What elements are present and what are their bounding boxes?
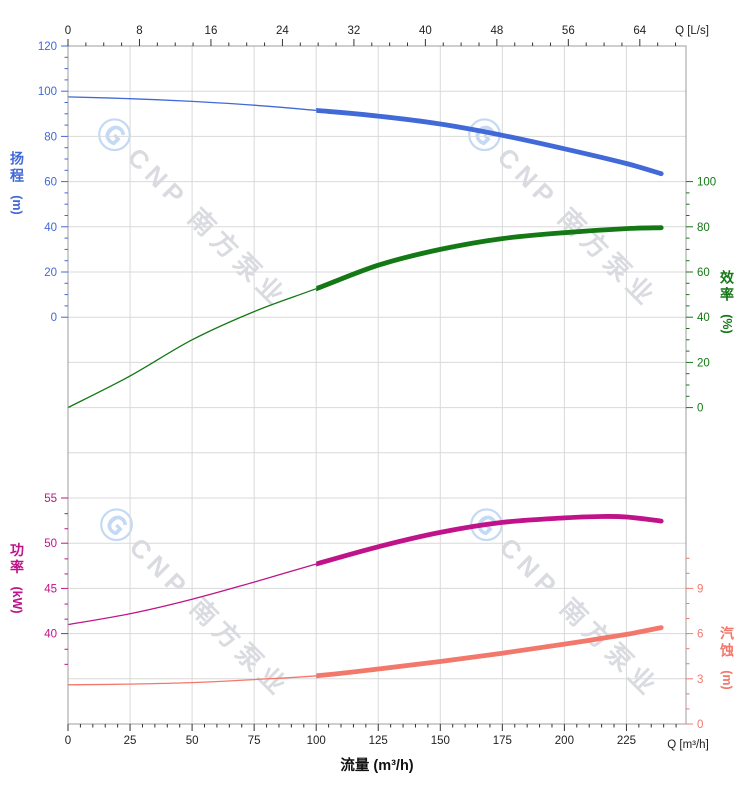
efficiency-axis-label: 效率 (719, 270, 735, 305)
flow-top-tick-label: 0 (65, 25, 71, 37)
flow-bottom-tick-label: 225 (617, 735, 636, 747)
grid (68, 46, 686, 724)
curves (67, 96, 664, 686)
flow-top-tick-label: 24 (276, 25, 289, 37)
power-curve-thin (67, 563, 317, 626)
efficiency-tick-label: 60 (697, 267, 710, 279)
flow-bottom-axis (67, 724, 677, 731)
plot-border (67, 45, 687, 725)
head-tick-label: 80 (44, 131, 57, 143)
flow-top-tick-label: 16 (205, 25, 218, 37)
npsh-tick-label: 3 (697, 674, 703, 686)
flow-bottom-labels: 0 25 50 75 100 125 150 175 200 225 Q [m³/h] (65, 735, 709, 751)
power-axis-ticks (61, 497, 68, 665)
efficiency-tick-label: 40 (697, 312, 710, 324)
flow-axis-title: 流量 (m³/h) (340, 756, 413, 774)
head-tick-label: 100 (38, 86, 57, 98)
flow-bottom-tick-label: 175 (493, 735, 512, 747)
power-tick-label: 45 (44, 583, 57, 595)
flow-top-unit-label: Q [L/s] (675, 25, 709, 37)
flow-top-tick-label: 48 (490, 25, 503, 37)
flow-top-axis (67, 39, 677, 46)
flow-top-tick-label: 32 (348, 25, 361, 37)
npsh-axis-ticks (686, 557, 693, 725)
flow-top-tick-label: 40 (419, 25, 432, 37)
flow-top-labels: 0 8 16 24 32 40 48 56 64 Q [L/s] (65, 25, 709, 37)
power-tick-label: 55 (44, 493, 57, 505)
flow-bottom-unit-label: Q [m³/h] (667, 739, 709, 751)
head-tick-label: 120 (38, 41, 57, 53)
npsh-curve-thick (316, 625, 664, 679)
flow-bottom-tick-label: 25 (124, 735, 137, 747)
head-axis-label: 扬程 (9, 151, 25, 186)
head-axis-unit: (m) (10, 195, 24, 215)
efficiency-curve-thin (67, 288, 317, 409)
flow-bottom-tick-label: 75 (248, 735, 261, 747)
flow-bottom-tick-label: 150 (431, 735, 450, 747)
power-axis-unit: (kW) (10, 586, 24, 614)
head-tick-label: 40 (44, 222, 57, 234)
flow-bottom-tick-label: 0 (65, 735, 71, 747)
flow-top-tick-label: 56 (562, 25, 575, 37)
head-tick-label: 0 (51, 312, 57, 324)
flow-bottom-tick-label: 125 (369, 735, 388, 747)
head-axis-labels: 120 100 80 60 40 20 0 (38, 41, 57, 324)
npsh-axis-labels: 9 6 3 0 (697, 583, 703, 731)
flow-top-tick-label: 64 (633, 25, 646, 37)
npsh-tick-label: 9 (697, 583, 703, 595)
head-curve-thin (67, 96, 317, 112)
efficiency-curve-thick (316, 225, 664, 292)
efficiency-tick-label: 100 (697, 177, 716, 189)
efficiency-tick-label: 0 (697, 403, 703, 415)
head-tick-label: 60 (44, 177, 57, 189)
flow-bottom-tick-label: 100 (307, 735, 326, 747)
efficiency-axis-labels: 100 80 60 40 20 0 (697, 177, 716, 415)
head-axis-title: 扬程 (m) (7, 151, 27, 214)
flow-bottom-tick-label: 200 (555, 735, 574, 747)
efficiency-axis-ticks (686, 181, 693, 409)
npsh-tick-label: 0 (697, 719, 703, 731)
efficiency-axis-unit: (%) (720, 314, 734, 334)
power-axis-title: 功率 (kW) (7, 542, 27, 613)
power-curve-thick (316, 514, 664, 567)
efficiency-tick-label: 20 (697, 357, 710, 369)
npsh-axis-unit: (m) (720, 670, 734, 690)
npsh-axis-label: 汽蚀 (719, 626, 735, 661)
flow-top-tick-label: 8 (136, 25, 142, 37)
power-axis-label: 功率 (9, 542, 25, 577)
efficiency-axis-title: 效率 (%) (717, 270, 737, 333)
head-axis-ticks (61, 45, 68, 318)
power-tick-label: 40 (44, 629, 57, 641)
power-axis-labels: 55 50 45 40 (44, 493, 57, 641)
npsh-tick-label: 6 (697, 629, 703, 641)
npsh-axis-title: 汽蚀 (m) (717, 626, 737, 689)
efficiency-tick-label: 80 (697, 222, 710, 234)
head-curve-thick (316, 107, 664, 177)
npsh-curve-thin (67, 675, 317, 686)
power-tick-label: 50 (44, 538, 57, 550)
head-tick-label: 20 (44, 267, 57, 279)
flow-bottom-tick-label: 50 (186, 735, 199, 747)
